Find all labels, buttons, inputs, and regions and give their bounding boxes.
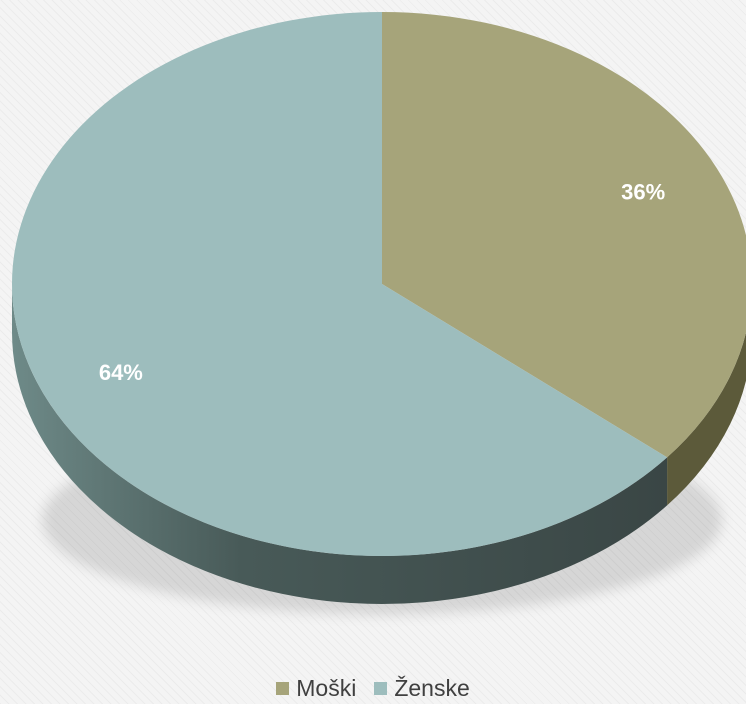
data-label-moski: 36% <box>621 179 665 204</box>
pie-labels: 36% 64% <box>99 179 665 385</box>
legend-swatch-moski <box>276 681 290 695</box>
legend-label-zenske: Ženske <box>394 674 470 701</box>
legend-label-moski: Moški <box>296 674 357 701</box>
pie-sides <box>12 284 746 604</box>
legend-entry-zenske: Ženske <box>374 674 470 702</box>
data-label-zenske: 64% <box>99 360 143 385</box>
pie-side-zenske <box>12 284 668 604</box>
pie-slice-zenske <box>11 12 668 556</box>
legend-swatch-zenske <box>374 681 388 695</box>
legend: Moški Ženske <box>0 672 746 704</box>
pie-side-moski <box>667 332 746 506</box>
legend-entry-moski: Moški <box>276 675 356 702</box>
pie-slice-moski <box>382 12 746 458</box>
pie-tops <box>11 12 746 556</box>
